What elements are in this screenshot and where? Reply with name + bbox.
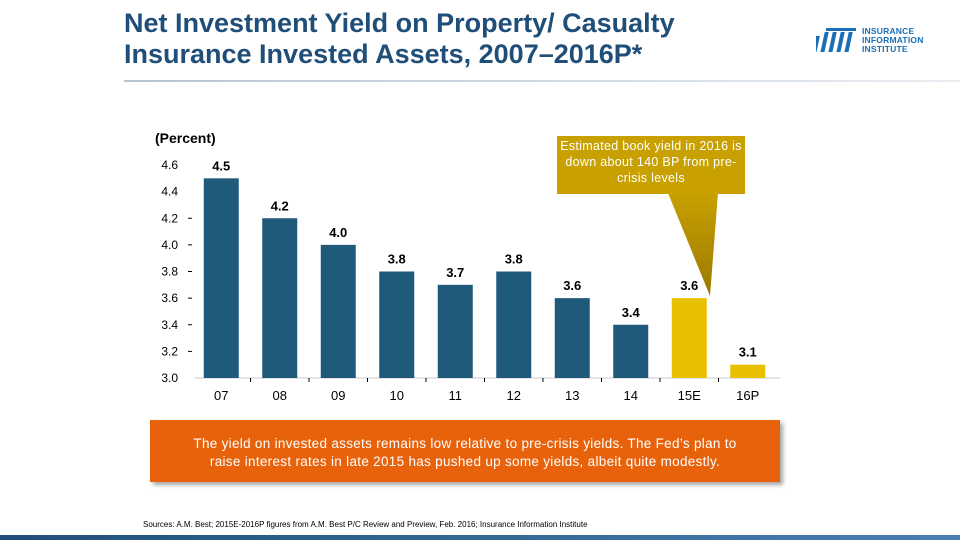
- x-tick-label: 13: [565, 388, 579, 403]
- data-label: 4.0: [329, 225, 347, 240]
- footer-bar: [0, 535, 960, 540]
- callout-pointer: [668, 193, 718, 296]
- bar-08: [262, 218, 298, 378]
- y-tick-label: 4.4: [161, 185, 178, 199]
- y-tick-label: 3.4: [161, 318, 178, 332]
- data-label: 3.6: [680, 278, 698, 293]
- y-tick-label: 4.0: [161, 238, 178, 252]
- logo-line-2: INFORMATION: [862, 35, 924, 45]
- summary-note: The yield on invested assets remains low…: [150, 420, 780, 482]
- title-divider: [124, 80, 960, 82]
- x-tick-label: 09: [331, 388, 345, 403]
- x-tick-label: 08: [273, 388, 287, 403]
- bar-15e: [671, 298, 707, 378]
- data-label: 4.5: [212, 158, 230, 173]
- logo-line-1: INSURANCE: [862, 26, 915, 36]
- bar-chart: 3.0 3.2 3.4 3.6 3.8 4.0 4.2 4.4 4.6 4.5 07 4.2 08 4.0…: [161, 158, 780, 403]
- iii-logo-icon: [816, 28, 856, 52]
- summary-note-line-2: raise interest rates in late 2015 has pu…: [209, 454, 721, 469]
- data-label: 3.6: [563, 278, 581, 293]
- bar-09: [320, 244, 356, 378]
- x-tick-label: 12: [507, 388, 521, 403]
- bar-07: [203, 178, 239, 378]
- y-tick-label: 3.8: [161, 265, 178, 279]
- y-tick-label: 3.2: [161, 344, 178, 358]
- y-tick-label: 3.6: [161, 291, 178, 305]
- y-axis-unit-label: (Percent): [155, 130, 216, 146]
- bar-11: [437, 284, 473, 378]
- bar-10: [379, 271, 415, 378]
- data-label: 3.1: [739, 345, 757, 360]
- data-label: 3.8: [388, 252, 406, 267]
- y-tick-label: 3.0: [161, 371, 178, 385]
- x-tick-label: 14: [624, 388, 638, 403]
- bar-14: [613, 324, 649, 378]
- sources-footnote: Sources: A.M. Best; 2015E-2016P figures …: [143, 520, 588, 529]
- logo-line-3: INSTITUTE: [862, 44, 908, 54]
- page-title: Net Investment Yield on Property/ Casual…: [124, 8, 804, 70]
- bar-13: [554, 298, 590, 378]
- x-tick-label: 15E: [678, 388, 701, 403]
- callout-box: Estimated book yield in 2016 is down abo…: [557, 136, 745, 194]
- title-line-1: Net Investment Yield on Property/ Casual…: [124, 8, 675, 38]
- x-tick-label: 10: [390, 388, 404, 403]
- data-label: 3.4: [622, 305, 641, 320]
- data-label: 3.8: [505, 252, 523, 267]
- x-tick-label: 07: [214, 388, 228, 403]
- data-label: 4.2: [271, 198, 289, 213]
- bar-16p: [730, 364, 766, 378]
- title-line-2: Insurance Invested Assets, 2007–2016P*: [124, 39, 643, 69]
- bar-12: [496, 271, 532, 378]
- summary-note-line-1: The yield on invested assets remains low…: [193, 436, 737, 451]
- x-tick-label: 16P: [736, 388, 759, 403]
- data-label: 3.7: [446, 265, 464, 280]
- logo-wordmark: INSURANCE INFORMATION INSTITUTE: [862, 27, 924, 54]
- x-tick-label: 11: [449, 388, 463, 403]
- y-tick-label: 4.6: [161, 158, 178, 172]
- y-tick-label: 4.2: [161, 211, 178, 225]
